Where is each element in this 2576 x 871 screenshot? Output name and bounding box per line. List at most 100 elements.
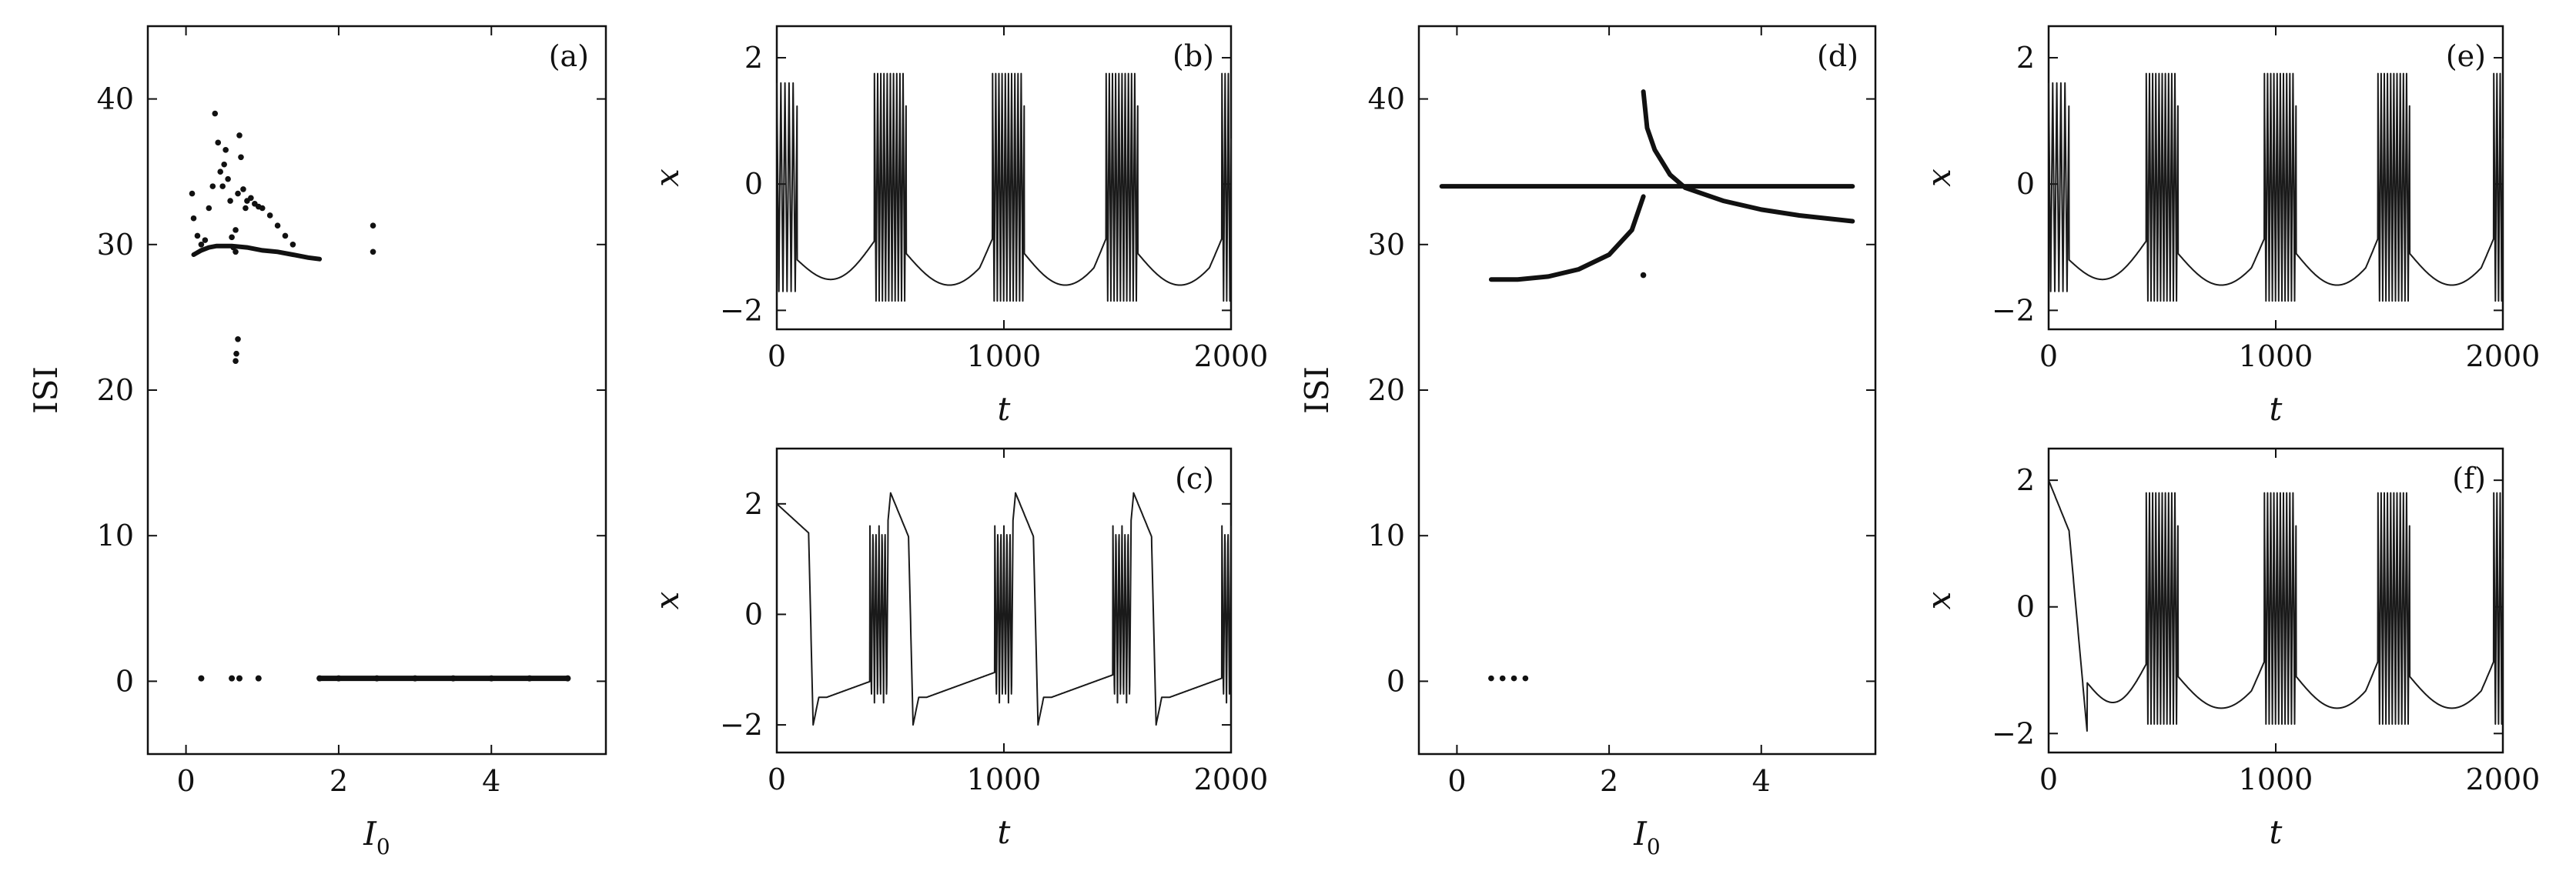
data-point: [316, 675, 323, 682]
x-axis-label: t: [998, 390, 1011, 428]
data-point: [233, 350, 239, 357]
x-axis-label-main: t: [998, 390, 1011, 428]
data-point: [217, 169, 224, 175]
y-tick-label: 20: [97, 373, 134, 407]
x-axis-label-main: t: [2270, 813, 2283, 851]
y-axis-label: x: [648, 591, 686, 609]
y-tick-label: −2: [1992, 716, 2035, 750]
x-tick-label: 0: [2039, 763, 2058, 796]
data-point: [194, 232, 201, 239]
x-axis-label: I0: [363, 815, 390, 859]
y-tick-label: 0: [2016, 590, 2035, 624]
data-point: [1522, 675, 1529, 682]
panel-e: 0 1000 2000−202 (e)tx: [1920, 25, 2541, 428]
data-point: [230, 244, 236, 251]
data-point: [225, 175, 231, 182]
x-axis-label-subscript: 0: [1647, 834, 1661, 859]
panel-label: (f): [2452, 462, 2486, 496]
data-point: [370, 249, 376, 255]
y-tick-label: 10: [1368, 519, 1405, 552]
data-point: [238, 154, 244, 161]
data-point: [190, 215, 197, 222]
x-tick-label: 2: [330, 764, 348, 798]
data-point: [282, 232, 289, 239]
panel-label: (d): [1817, 39, 1858, 73]
x-tick-label: 1000: [2239, 763, 2313, 796]
panel-label: (a): [549, 39, 589, 73]
x-axis-label: t: [998, 813, 1011, 851]
x-tick-label: 0: [768, 763, 786, 796]
series-upper-branch: [191, 243, 323, 262]
data-point: [1488, 675, 1494, 682]
data-point: [219, 183, 226, 189]
data-point: [243, 205, 249, 212]
panel-c: 0 1000 2000−202(c)tx: [648, 447, 1269, 851]
panel-label: (c): [1175, 462, 1214, 496]
data-point: [233, 358, 239, 364]
data-point: [1510, 675, 1517, 682]
x-tick-label: 1000: [967, 339, 1042, 373]
series-rising-branch: [1488, 194, 1646, 282]
y-tick-label: 40: [97, 82, 134, 116]
y-axis-label: x: [1920, 591, 1958, 609]
data-point: [202, 237, 209, 243]
data-point: [229, 675, 236, 682]
data-point: [526, 675, 533, 682]
data-point: [235, 190, 241, 197]
data-point: [229, 234, 235, 241]
x-tick-label: 0: [176, 764, 195, 798]
series-x-trace: [776, 492, 1232, 726]
y-tick-label: −2: [720, 708, 763, 742]
y-tick-label: 2: [2016, 463, 2035, 497]
data-point: [289, 242, 296, 248]
data-point: [373, 675, 380, 682]
y-axis-label: ISI: [1298, 366, 1336, 414]
y-tick-label: 20: [1368, 373, 1405, 407]
data-point: [240, 186, 246, 192]
y-tick-label: 0: [744, 167, 763, 201]
data-point: [1499, 675, 1506, 682]
y-tick-label: 0: [744, 597, 763, 631]
data-point: [564, 675, 571, 682]
data-point: [1640, 272, 1647, 279]
x-tick-label: 2: [1600, 764, 1618, 798]
y-tick-label: −2: [720, 293, 763, 327]
data-point: [236, 132, 243, 138]
data-point: [335, 675, 342, 682]
x-axis-label: t: [2270, 390, 2283, 428]
panel-f: 0 1000 2000−202 (f)tx: [1920, 447, 2540, 851]
plot-frame: [146, 25, 607, 756]
x-tick-label: 0: [2039, 339, 2058, 373]
panel-b: 0 1000 2000−202 (b)tx: [648, 25, 1269, 428]
data-point: [255, 675, 262, 682]
x-tick-label: 1000: [2239, 339, 2313, 373]
data-point: [450, 675, 457, 682]
x-tick-label: 4: [482, 764, 500, 798]
data-point: [233, 227, 239, 233]
data-point: [209, 183, 216, 189]
y-tick-label: 2: [744, 487, 763, 521]
data-point: [222, 147, 229, 153]
y-tick-label: 2: [744, 41, 763, 75]
data-point: [488, 675, 495, 682]
plot-frame: [1417, 25, 1877, 756]
x-tick-label: 2000: [1194, 339, 1269, 373]
data-point: [274, 222, 281, 229]
data-point: [412, 675, 419, 682]
x-axis-label: I0: [1633, 815, 1660, 859]
y-tick-label: 0: [2016, 167, 2035, 201]
x-tick-label: 2000: [2466, 339, 2541, 373]
series-x-trace: [776, 72, 1232, 302]
data-point: [215, 139, 222, 146]
series-decaying-branch: [1641, 89, 1855, 224]
y-tick-label: 30: [1368, 228, 1405, 262]
data-point: [248, 195, 254, 202]
x-tick-label: 1000: [967, 763, 1042, 796]
y-tick-label: 0: [115, 664, 134, 698]
x-tick-label: 2000: [1194, 763, 1269, 796]
data-point: [259, 205, 266, 212]
x-axis-label-main: I: [363, 815, 377, 853]
data-point: [266, 212, 273, 219]
